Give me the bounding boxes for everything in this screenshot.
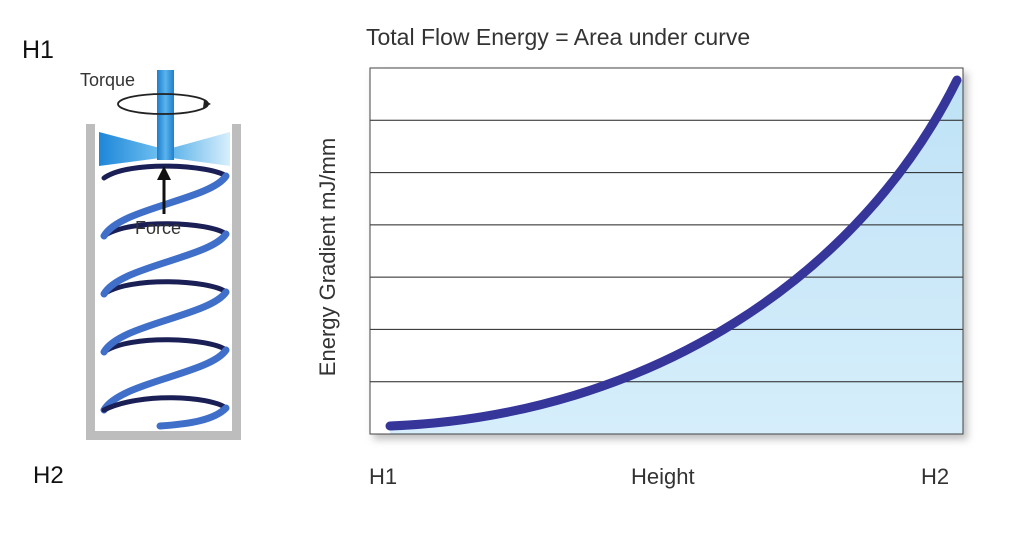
top-height-label: H1 [22, 36, 54, 64]
x-tick-label-h1: H1 [369, 464, 398, 489]
blade [99, 132, 230, 166]
x-tick-label-h2: H2 [921, 464, 950, 489]
area-under-curve [390, 80, 963, 434]
shaft [157, 70, 174, 160]
energy-chart [369, 67, 964, 435]
x-axis-label: Height [631, 464, 695, 489]
gridlines [370, 119, 963, 383]
chart-title: Total Flow Energy = Area under curve [366, 24, 751, 50]
plot-border [369, 67, 964, 435]
torque-label: Torque [80, 70, 136, 90]
energy-gradient-curve [385, 75, 962, 431]
y-axis-label: Energy Gradient mJ/mm [315, 137, 340, 377]
force-label: Force [135, 218, 182, 238]
force-arrow [157, 166, 171, 214]
torque-rotation-arrow [117, 93, 211, 115]
powder-vessel [86, 124, 241, 440]
bottom-height-label: H2 [33, 462, 64, 489]
